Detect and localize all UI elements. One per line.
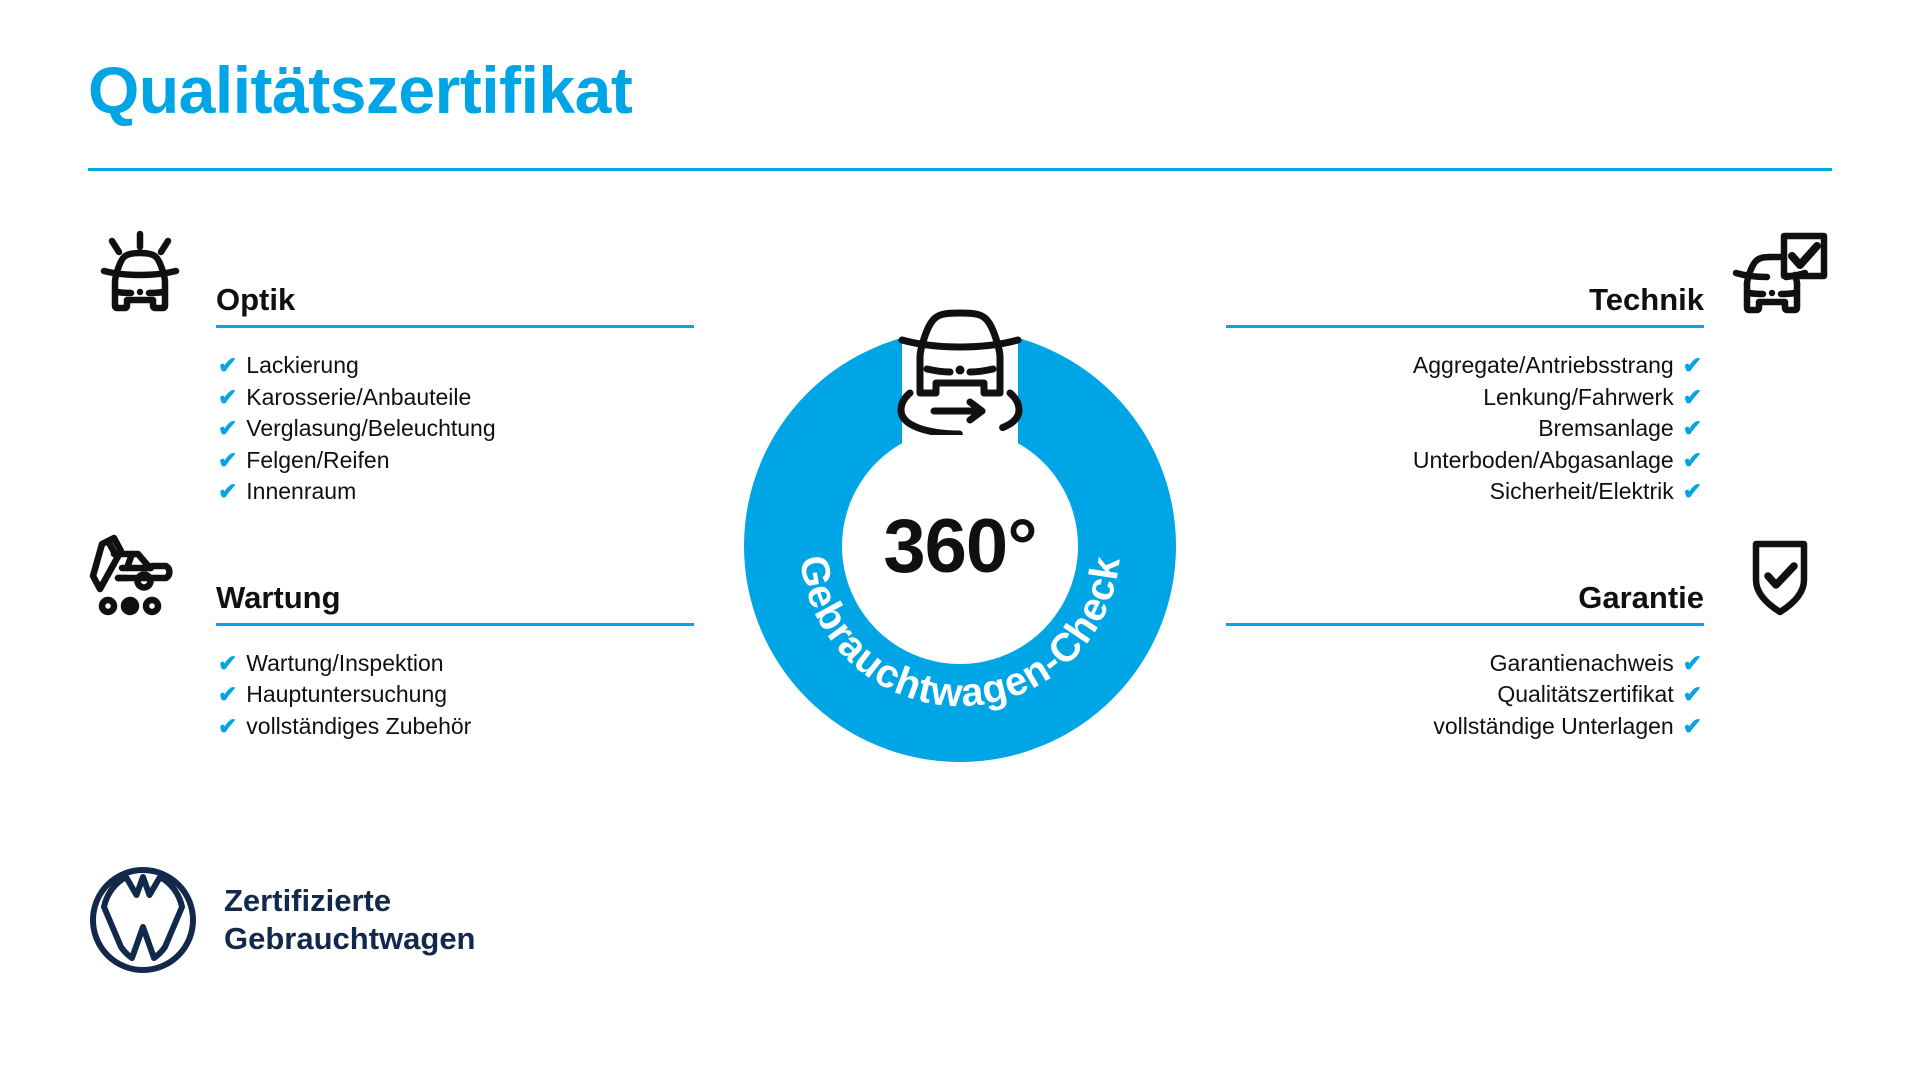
list-item: ✔ Lackierung bbox=[88, 350, 728, 382]
volkswagen-logo bbox=[88, 865, 198, 975]
check-icon: ✔ bbox=[1682, 681, 1702, 707]
list-item: Qualitätszertifikat ✔ bbox=[1192, 679, 1832, 711]
list-item-label: Garantienachweis bbox=[1489, 649, 1674, 676]
car-front-checkbox-icon bbox=[1728, 230, 1832, 320]
list-item: ✔ Verglasung/Beleuchtung bbox=[88, 413, 728, 445]
check-icon: ✔ bbox=[218, 415, 238, 441]
list-item-label: Verglasung/Beleuchtung bbox=[246, 415, 496, 441]
section-wartung-header: Wartung bbox=[88, 534, 728, 626]
list-item-label: Lackierung bbox=[246, 352, 359, 378]
list-item: ✔ Innenraum bbox=[88, 476, 728, 508]
list-item: ✔ Karosserie/Anbauteile bbox=[88, 382, 728, 414]
list-item-label: vollständiges Zubehör bbox=[246, 712, 472, 739]
check-icon: ✔ bbox=[1682, 383, 1702, 410]
checklist-optik: ✔ Lackierung ✔ Karosserie/Anbauteile ✔ Verg… bbox=[88, 328, 728, 508]
list-item-label: Felgen/Reifen bbox=[246, 446, 390, 473]
section-divider bbox=[1226, 622, 1704, 626]
checklist-technik: Aggregate/Antriebsstrang ✔ Lenkung/Fahrwe… bbox=[1192, 328, 1832, 508]
section-optik: Optik ✔ Lackierung ✔ Karosserie/Anbauteile… bbox=[88, 230, 728, 508]
check-icon: ✔ bbox=[218, 478, 238, 504]
list-item-label: Wartung/Inspektion bbox=[246, 649, 444, 676]
left-column: Optik ✔ Lackierung ✔ Karosserie/Anbauteile… bbox=[88, 230, 728, 743]
list-item: ✔ Hauptuntersuchung bbox=[88, 679, 728, 711]
list-item-label: vollständige Unterlagen bbox=[1433, 712, 1674, 739]
badge-ring: Gebrauchtwagen-Check bbox=[744, 330, 1176, 762]
list-item: Unterboden/Abgasanlage ✔ bbox=[1192, 445, 1832, 477]
list-item: Sicherheit/Elektrik ✔ bbox=[1192, 476, 1832, 508]
section-title: Wartung bbox=[216, 579, 341, 615]
list-item: Garantienachweis ✔ bbox=[1192, 648, 1832, 680]
list-item-label: Aggregate/Antriebsstrang bbox=[1412, 352, 1674, 378]
section-wartung: Wartung ✔ Wartung/Inspektion ✔ Hauptunters… bbox=[88, 534, 728, 743]
car-rotate-360-icon bbox=[872, 285, 1048, 435]
right-column: Technik Aggregate/Antriebsstrang ✔ Lenkun… bbox=[1192, 232, 1832, 743]
check-icon: ✔ bbox=[218, 712, 238, 739]
brand-line-1: Zertifizierte bbox=[224, 883, 392, 918]
section-title: Optik bbox=[216, 282, 296, 317]
section-technik-header: Technik bbox=[1192, 232, 1832, 328]
section-title: Garantie bbox=[1578, 579, 1704, 615]
list-item-label: Bremsanlage bbox=[1538, 415, 1674, 441]
list-item: ✔ Wartung/Inspektion bbox=[88, 648, 728, 680]
list-item: ✔ Felgen/Reifen bbox=[88, 445, 728, 477]
list-item-label: Qualitätszertifikat bbox=[1497, 681, 1674, 707]
section-divider bbox=[216, 325, 694, 328]
section-divider bbox=[1226, 325, 1704, 328]
brand-text: Zertifizierte Gebrauchtwagen bbox=[224, 882, 476, 958]
section-divider bbox=[216, 622, 694, 626]
section-title: Technik bbox=[1589, 282, 1704, 317]
list-item-label: Sicherheit/Elektrik bbox=[1489, 478, 1674, 504]
section-garantie: Garantie Garantienachweis ✔ Qualitätszert… bbox=[1192, 540, 1832, 743]
section-optik-header: Optik bbox=[88, 230, 728, 328]
check-icon: ✔ bbox=[1682, 649, 1702, 676]
section-garantie-header: Garantie bbox=[1192, 540, 1832, 626]
brand-line-2: Gebrauchtwagen bbox=[224, 921, 476, 956]
pencil-car-service-icon bbox=[88, 530, 192, 620]
list-item-label: Lenkung/Fahrwerk bbox=[1483, 383, 1674, 410]
header-divider bbox=[88, 168, 1832, 171]
list-item: vollständige Unterlagen ✔ bbox=[1192, 711, 1832, 743]
checklist-garantie: Garantienachweis ✔ Qualitätszertifikat ✔ v… bbox=[1192, 626, 1832, 743]
page-title: Qualitätszertifikat bbox=[88, 53, 633, 127]
check-icon: ✔ bbox=[1682, 712, 1702, 739]
list-item-label: Karosserie/Anbauteile bbox=[246, 383, 472, 410]
check-icon: ✔ bbox=[1682, 478, 1702, 504]
check-icon: ✔ bbox=[218, 446, 238, 473]
checklist-wartung: ✔ Wartung/Inspektion ✔ Hauptuntersuchung ✔… bbox=[88, 626, 728, 743]
section-technik: Technik Aggregate/Antriebsstrang ✔ Lenkun… bbox=[1192, 232, 1832, 508]
check-icon: ✔ bbox=[218, 383, 238, 410]
list-item-label: Innenraum bbox=[246, 478, 357, 504]
check-icon: ✔ bbox=[1682, 446, 1702, 473]
check-icon: ✔ bbox=[1682, 415, 1702, 441]
list-item: Lenkung/Fahrwerk ✔ bbox=[1192, 382, 1832, 414]
footer-brand: Zertifizierte Gebrauchtwagen bbox=[88, 865, 476, 975]
check-icon: ✔ bbox=[218, 352, 238, 378]
check-icon: ✔ bbox=[218, 681, 238, 707]
list-item: Bremsanlage ✔ bbox=[1192, 413, 1832, 445]
shield-check-icon bbox=[1728, 534, 1832, 624]
badge-360-check: Gebrauchtwagen-Check 360° bbox=[744, 309, 1176, 762]
list-item-label: Hauptuntersuchung bbox=[246, 681, 448, 707]
check-icon: ✔ bbox=[218, 649, 238, 676]
list-item: Aggregate/Antriebsstrang ✔ bbox=[1192, 350, 1832, 382]
list-item-label: Unterboden/Abgasanlage bbox=[1412, 446, 1674, 473]
check-icon: ✔ bbox=[1682, 352, 1702, 378]
car-front-shine-icon bbox=[88, 230, 192, 320]
list-item: ✔ vollständiges Zubehör bbox=[88, 711, 728, 743]
